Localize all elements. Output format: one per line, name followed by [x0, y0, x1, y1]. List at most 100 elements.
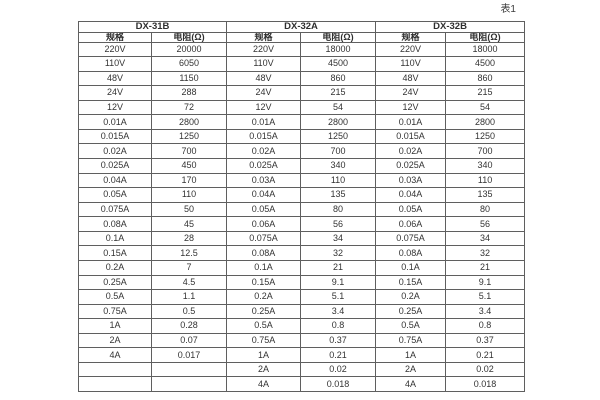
cell-resistance: 0.8: [300, 318, 377, 334]
cell-spec: 0.15A: [78, 245, 152, 261]
cell-resistance: 9.1: [300, 274, 377, 291]
cell-spec: 0.025A: [78, 158, 152, 174]
cell-resistance: 21: [445, 259, 526, 276]
cell-spec: 220V: [375, 41, 447, 58]
cell-resistance: 80: [300, 201, 377, 218]
cell-spec: 0.03A: [375, 172, 447, 189]
table-row: 4A 0.017 1A 0.21 1A 0.21: [78, 347, 526, 363]
cell-resistance: 288: [150, 85, 228, 101]
cell-spec: 0.15A: [375, 274, 447, 291]
cell-resistance: 0.28: [150, 318, 228, 334]
spec-header-dx32b: 规格: [375, 31, 447, 43]
cell-resistance: 700: [445, 143, 526, 159]
cell-spec: 0.1A: [226, 259, 302, 276]
cell-spec: 24V: [78, 85, 152, 101]
cell-spec: 24V: [375, 85, 447, 101]
cell-spec: 0.5A: [375, 318, 447, 334]
table-row: 220V 20000 220V 18000 220V 18000: [78, 41, 526, 58]
cell-resistance: 215: [300, 85, 377, 101]
cell-spec: 12V: [78, 99, 152, 116]
cell-resistance: 860: [300, 70, 377, 87]
table-row: 0.75A 0.5 0.25A 3.4 0.25A 3.4: [78, 303, 526, 320]
cell-spec: 0.025A: [226, 158, 302, 174]
table-row: 0.1A 28 0.075A 34 0.075A 34: [78, 230, 526, 247]
cell-resistance: 0.07: [150, 332, 228, 349]
cell-spec: [78, 361, 152, 378]
cell-spec: 0.01A: [375, 114, 447, 130]
cell-spec: 0.08A: [78, 216, 152, 232]
table-body: 220V 20000 220V 18000 220V 18000 110V 6050 110V 4…: [78, 41, 526, 392]
cell-spec: 0.04A: [226, 187, 302, 203]
cell-resistance: 56: [300, 216, 377, 232]
cell-spec: 110V: [226, 56, 302, 72]
cell-spec: 220V: [78, 41, 152, 58]
cell-spec: 0.5A: [226, 318, 302, 334]
group-title-row: DX-31B DX-32A DX-32B: [77, 21, 526, 33]
group-title-dx32a: DX-32A: [226, 21, 377, 33]
cell-resistance: 110: [300, 172, 377, 189]
cell-resistance: 54: [445, 99, 526, 116]
cell-resistance: 135: [445, 187, 526, 203]
cell-resistance: 3.4: [445, 303, 526, 320]
cell-resistance: 1.1: [150, 289, 228, 305]
cell-spec: [78, 376, 152, 392]
cell-resistance: 2800: [150, 114, 228, 130]
table-header: DX-31B DX-32A DX-32B 规格 电阻(Ω) 规格 电阻(Ω) 规…: [77, 21, 526, 43]
cell-resistance: 0.017: [150, 347, 228, 363]
cell-spec: 1A: [226, 347, 302, 363]
cell-resistance: 80: [445, 201, 526, 218]
cell-spec: 0.015A: [375, 128, 447, 145]
cell-spec: 48V: [78, 70, 152, 87]
cell-spec: 2A: [78, 332, 152, 349]
cell-spec: 0.01A: [226, 114, 302, 130]
cell-spec: 2A: [375, 361, 447, 378]
cell-spec: 48V: [375, 70, 447, 87]
cell-resistance: 21: [300, 259, 377, 276]
cell-spec: 110V: [78, 56, 152, 72]
cell-spec: 0.075A: [78, 201, 152, 218]
cell-spec: 24V: [226, 85, 302, 101]
table-row: 24V 288 24V 215 24V 215: [78, 85, 526, 101]
cell-resistance: 18000: [445, 41, 526, 58]
sub-header-row: 规格 电阻(Ω) 规格 电阻(Ω) 规格 电阻(Ω): [78, 31, 526, 43]
cell-resistance: 700: [300, 143, 377, 159]
cell-resistance: 1250: [300, 128, 377, 145]
table-row: 110V 6050 110V 4500 110V 4500: [78, 56, 526, 72]
resistance-spec-table: DX-31B DX-32A DX-32B 规格 电阻(Ω) 规格 电阻(Ω) 规…: [77, 21, 526, 392]
cell-resistance: 2800: [300, 114, 377, 130]
cell-spec: 0.04A: [78, 172, 152, 189]
cell-spec: 0.5A: [78, 289, 152, 305]
cell-resistance: 215: [445, 85, 526, 101]
cell-resistance: 3.4: [300, 303, 377, 320]
cell-spec: 4A: [226, 376, 302, 392]
cell-resistance: 56: [445, 216, 526, 232]
cell-spec: 0.25A: [78, 274, 152, 291]
cell-spec: 0.015A: [78, 128, 152, 145]
cell-spec: 0.15A: [226, 274, 302, 291]
cell-resistance: 340: [300, 158, 377, 174]
cell-spec: 0.02A: [78, 143, 152, 159]
cell-resistance: 135: [300, 187, 377, 203]
cell-spec: 12V: [375, 99, 447, 116]
cell-spec: 0.05A: [78, 187, 152, 203]
cell-spec: 0.04A: [375, 187, 447, 203]
cell-resistance: 0.21: [300, 347, 377, 363]
cell-resistance: 0.37: [445, 332, 526, 349]
spec-header-dx32a: 规格: [226, 31, 302, 43]
cell-resistance: 32: [445, 245, 526, 261]
cell-resistance: 1250: [445, 128, 526, 145]
cell-resistance: 28: [150, 230, 228, 247]
cell-spec: 0.1A: [375, 259, 447, 276]
cell-resistance: 4.5: [150, 274, 228, 291]
cell-resistance: 0.02: [300, 361, 377, 378]
table-row: 1A 0.28 0.5A 0.8 0.5A 0.8: [78, 318, 526, 334]
table-caption: 表1: [500, 4, 516, 15]
table-row: 0.025A 450 0.025A 340 0.025A 340: [78, 158, 526, 174]
cell-spec: 0.025A: [375, 158, 447, 174]
cell-resistance: 50: [150, 201, 228, 218]
cell-spec: 12V: [226, 99, 302, 116]
cell-resistance: 4500: [300, 56, 377, 72]
table-row: 2A 0.02 2A 0.02: [78, 361, 526, 378]
cell-resistance: 0.37: [300, 332, 377, 349]
